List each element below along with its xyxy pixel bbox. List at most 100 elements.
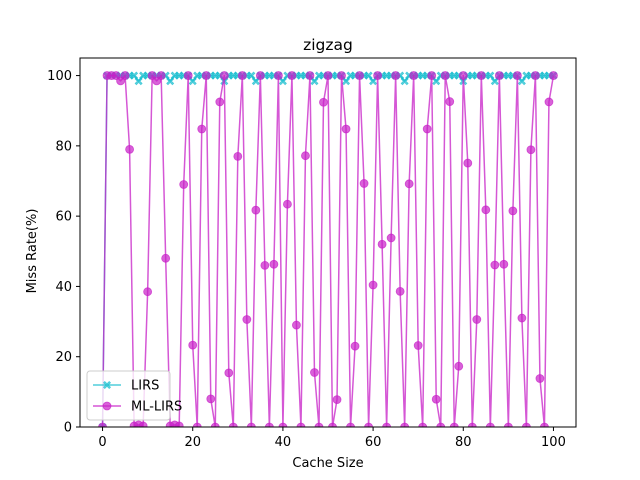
data-point-ml-lirs <box>120 71 130 80</box>
data-point-ml-lirs <box>161 253 171 263</box>
x-tick-label: 80 <box>455 435 472 450</box>
x-axis-title: Cache Size <box>292 456 363 471</box>
data-point-ml-lirs <box>314 422 324 427</box>
data-point-ml-lirs <box>269 259 279 269</box>
data-point-lirs <box>247 71 256 80</box>
data-point-ml-lirs <box>156 71 166 80</box>
data-point-ml-lirs <box>359 179 369 188</box>
data-point-ml-lirs <box>242 315 252 324</box>
data-point-ml-lirs <box>224 368 234 378</box>
data-point-ml-lirs <box>512 71 522 80</box>
data-point-ml-lirs <box>517 313 527 323</box>
data-point-ml-lirs <box>409 71 419 80</box>
data-point-ml-lirs <box>386 233 396 243</box>
data-point-ml-lirs <box>283 199 292 209</box>
data-point-ml-lirs <box>440 71 450 80</box>
data-point-ml-lirs <box>219 71 229 80</box>
data-point-ml-lirs <box>472 315 482 324</box>
y-tick-label: 100 <box>47 69 72 84</box>
data-point-lirs <box>432 77 441 86</box>
data-point-ml-lirs <box>301 151 310 161</box>
plot-frame <box>79 57 577 428</box>
data-point-ml-lirs <box>328 422 337 427</box>
data-point-ml-lirs <box>377 239 387 249</box>
data-point-ml-lirs <box>355 71 364 80</box>
data-point-ml-lirs <box>346 422 355 427</box>
chart-title: zigzag <box>303 36 353 54</box>
y-tick-label: 0 <box>64 421 72 436</box>
data-point-ml-lirs <box>445 97 455 106</box>
legend-marker-lirs <box>102 380 112 390</box>
data-point-ml-lirs <box>549 71 558 80</box>
data-point-ml-lirs <box>98 422 107 427</box>
data-point-ml-lirs <box>400 422 410 427</box>
data-point-ml-lirs <box>305 71 315 80</box>
data-point-lirs <box>310 77 319 86</box>
data-point-ml-lirs <box>535 374 545 383</box>
data-point-ml-lirs <box>476 71 486 80</box>
y-tick-label: 20 <box>55 350 72 365</box>
data-point-ml-lirs <box>436 422 446 427</box>
data-point-ml-lirs <box>138 421 148 427</box>
data-point-ml-lirs <box>292 320 301 330</box>
data-point-ml-lirs <box>174 421 184 427</box>
plot-area <box>98 71 558 427</box>
data-point-ml-lirs <box>490 260 500 270</box>
data-point-ml-lirs <box>382 422 392 427</box>
data-point-ml-lirs <box>404 179 414 189</box>
data-point-ml-lirs <box>246 422 256 427</box>
data-point-ml-lirs <box>287 71 297 80</box>
data-point-ml-lirs <box>395 286 405 296</box>
data-point-ml-lirs <box>337 71 346 80</box>
data-point-ml-lirs <box>544 97 554 107</box>
data-point-ml-lirs <box>228 422 238 427</box>
data-point-ml-lirs <box>201 71 211 80</box>
data-point-ml-lirs <box>540 422 549 427</box>
data-point-ml-lirs <box>206 394 216 404</box>
data-point-lirs <box>486 71 495 80</box>
data-point-ml-lirs <box>526 145 536 155</box>
x-tick-label: 0 <box>98 435 106 450</box>
data-point-ml-lirs <box>341 124 351 134</box>
data-point-ml-lirs <box>449 422 459 427</box>
data-point-lirs <box>278 77 287 86</box>
data-point-ml-lirs <box>531 71 540 80</box>
data-point-ml-lirs <box>179 180 189 189</box>
y-tick-label: 60 <box>55 210 72 225</box>
legend-marker-ml-lirs <box>102 401 112 411</box>
series-ml-lirs <box>98 71 558 427</box>
data-point-ml-lirs <box>481 205 491 215</box>
axes: 0 20 40 60 80 100 0 20 40 60 80 100 <box>47 57 577 450</box>
y-tick-label: 40 <box>55 280 72 295</box>
data-point-ml-lirs <box>391 71 401 80</box>
data-point-ml-lirs <box>458 71 468 80</box>
data-point-lirs <box>134 77 143 86</box>
data-point-ml-lirs <box>264 422 274 427</box>
data-point-ml-lirs <box>413 341 423 350</box>
data-point-ml-lirs <box>499 259 509 269</box>
data-point-ml-lirs <box>364 422 373 427</box>
data-point-ml-lirs <box>188 340 198 350</box>
x-tick-label: 100 <box>541 435 566 450</box>
data-point-ml-lirs <box>260 260 270 270</box>
data-point-ml-lirs <box>273 71 283 80</box>
data-point-lirs <box>400 77 409 86</box>
data-point-ml-lirs <box>332 395 342 404</box>
data-point-lirs <box>364 71 373 80</box>
y-tick-label: 80 <box>55 139 72 154</box>
data-point-lirs <box>130 71 139 80</box>
data-point-ml-lirs <box>323 71 333 80</box>
data-point-ml-lirs <box>251 205 261 215</box>
data-point-ml-lirs <box>508 206 518 216</box>
data-point-lirs <box>166 77 175 86</box>
data-point-ml-lirs <box>373 71 383 80</box>
data-point-ml-lirs <box>463 158 473 168</box>
data-point-ml-lirs <box>125 144 135 154</box>
data-point-ml-lirs <box>485 422 495 427</box>
data-point-ml-lirs <box>431 394 441 404</box>
data-point-ml-lirs <box>233 151 243 161</box>
data-point-ml-lirs <box>422 124 432 134</box>
x-tick-label: 20 <box>184 435 201 450</box>
data-point-ml-lirs <box>215 97 225 107</box>
